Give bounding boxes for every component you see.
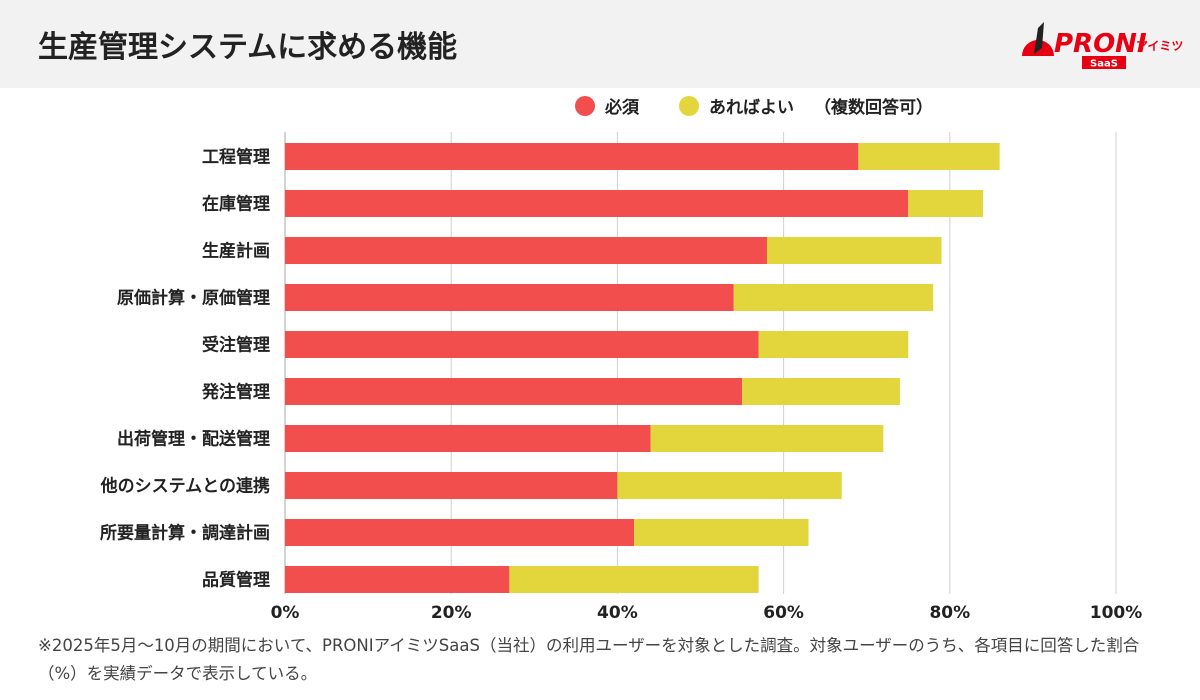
category-label: 品質管理 [202,570,270,591]
bar-required [285,472,618,499]
bar-required [285,425,651,452]
category-label: 出荷管理・配送管理 [117,429,270,450]
legend: 必須 あればよい （複数回答可） [575,93,933,118]
legend-note: （複数回答可） [814,98,933,118]
bar-nice-to-have [742,378,900,405]
header: 生産管理システムに求める機能 PRONI アイミツ SaaS [0,0,1200,88]
category-label: 受注管理 [202,335,270,356]
bar-required [285,566,510,593]
category-label: 発注管理 [201,382,270,403]
x-tick-label: 60% [763,603,804,623]
bar-required [285,519,635,546]
legend-swatch-required [575,95,595,116]
bar-required [285,237,767,264]
x-tick-label: 100% [1090,603,1143,623]
category-label: 原価計算・原価管理 [117,288,270,309]
svg-text:アイミツ: アイミツ [1136,39,1183,53]
svg-text:PRONI: PRONI [1054,29,1147,59]
bar-nice-to-have [758,331,909,358]
bar-nice-to-have [617,472,842,499]
x-tick-label: 80% [929,603,970,623]
x-tick-label: 20% [431,603,472,623]
bar-nice-to-have [509,566,759,593]
pronI-logo: PRONI アイミツ SaaS [1022,22,1183,70]
bar-required [285,378,743,405]
bar-nice-to-have [766,237,942,264]
bar-nice-to-have [858,143,1000,170]
svg-text:SaaS: SaaS [1090,59,1118,70]
category-label: 所要量計算・調達計画 [100,523,270,544]
legend-label-nice-to-have: あればよい [709,98,794,118]
bar-nice-to-have [650,425,884,452]
bar-chart: 0% 20% 40% 60% 80% 100% 工程管理在庫管理生産計画原価計算・原価管理受… [100,132,1143,623]
bar-required [285,331,759,358]
legend-swatch-nice-to-have [679,95,699,116]
bar-required [285,284,734,311]
bar-nice-to-have [634,519,809,546]
category-label: 工程管理 [202,147,270,168]
footnote: ※2025年5月〜10月の期間において、PRONIアイミツSaaS（当社）の利用… [38,636,1140,683]
page-title: 生産管理システムに求める機能 [38,30,458,65]
category-label: 在庫管理 [202,194,270,215]
bar-required [285,143,859,170]
bar-required [285,190,909,217]
bar-nice-to-have [733,284,934,311]
x-tick-label: 0% [271,603,300,623]
category-label: 生産計画 [202,241,270,262]
bar-nice-to-have [908,190,984,217]
category-label: 他のシステムとの連携 [100,476,270,497]
x-tick-label: 40% [597,603,638,623]
legend-label-required: 必須 [605,98,639,118]
